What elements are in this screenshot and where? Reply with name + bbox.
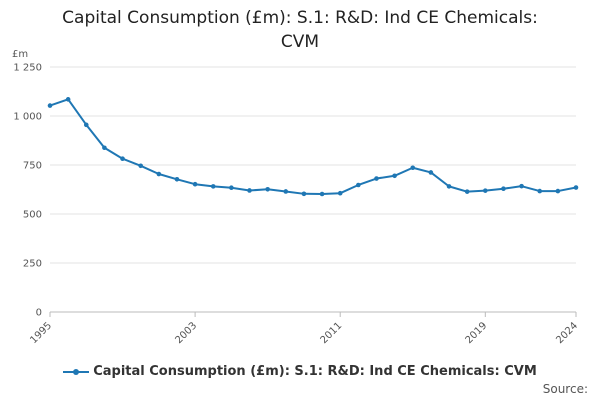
x-tick-label: 2011 xyxy=(319,320,345,346)
data-point[interactable] xyxy=(519,183,524,189)
data-point[interactable] xyxy=(102,145,107,151)
data-point[interactable] xyxy=(573,185,579,190)
data-point[interactable] xyxy=(47,103,53,108)
data-point[interactable] xyxy=(138,163,143,169)
legend-swatch-icon xyxy=(63,367,90,377)
y-tick-label: 750 xyxy=(23,161,42,172)
data-point[interactable] xyxy=(483,188,488,193)
data-point[interactable] xyxy=(446,184,452,189)
data-point[interactable] xyxy=(229,185,234,191)
data-point[interactable] xyxy=(301,191,307,197)
y-tick-label: 0 xyxy=(36,308,42,319)
source-label: Source: xyxy=(542,382,588,396)
data-point[interactable] xyxy=(174,177,180,182)
data-point[interactable] xyxy=(265,187,270,192)
y-tick-label: 1 000 xyxy=(13,112,42,123)
data-point[interactable] xyxy=(156,171,162,177)
data-point[interactable] xyxy=(392,173,397,179)
x-tick-label: 2003 xyxy=(173,320,199,346)
chart-title: Capital Consumption (£m): S.1: R&D: Ind … xyxy=(0,6,600,54)
data-point[interactable] xyxy=(319,191,325,197)
data-point[interactable] xyxy=(65,97,71,102)
chart-title-line-1: Capital Consumption (£m): S.1: R&D: Ind … xyxy=(62,8,538,28)
x-tick-label: 2019 xyxy=(464,320,490,346)
data-point[interactable] xyxy=(464,189,470,194)
legend[interactable]: Capital Consumption (£m): S.1: R&D: Ind … xyxy=(0,364,600,379)
data-point[interactable] xyxy=(537,188,543,194)
data-point[interactable] xyxy=(210,184,216,189)
data-point[interactable] xyxy=(374,176,379,181)
data-point[interactable] xyxy=(337,190,343,196)
chart-title-line-2: CVM xyxy=(280,32,320,52)
data-point[interactable] xyxy=(192,181,198,187)
data-point[interactable] xyxy=(356,182,361,188)
data-point[interactable] xyxy=(428,170,434,175)
series-lines xyxy=(49,98,577,196)
x-tick-label: 2024 xyxy=(554,320,580,346)
axes: £m 0 250 500 750 1 000 1 250 1995 2003 2011 2019 20… xyxy=(12,49,580,346)
data-point[interactable] xyxy=(283,189,289,194)
data-point[interactable] xyxy=(410,165,416,171)
y-axis-unit-label: £m xyxy=(12,49,28,60)
y-tick-label: 250 xyxy=(23,259,42,270)
series-points xyxy=(47,97,579,197)
data-point[interactable] xyxy=(247,188,252,193)
data-point[interactable] xyxy=(555,188,561,194)
x-tick-label: 1995 xyxy=(28,320,54,346)
data-point[interactable] xyxy=(120,156,125,162)
y-tick-label: 1 250 xyxy=(13,63,42,74)
data-point[interactable] xyxy=(83,122,89,128)
y-tick-label: 500 xyxy=(23,210,42,221)
legend-label: Capital Consumption (£m): S.1: R&D: Ind … xyxy=(93,364,537,379)
data-point[interactable] xyxy=(501,186,506,192)
series-line xyxy=(49,98,577,196)
